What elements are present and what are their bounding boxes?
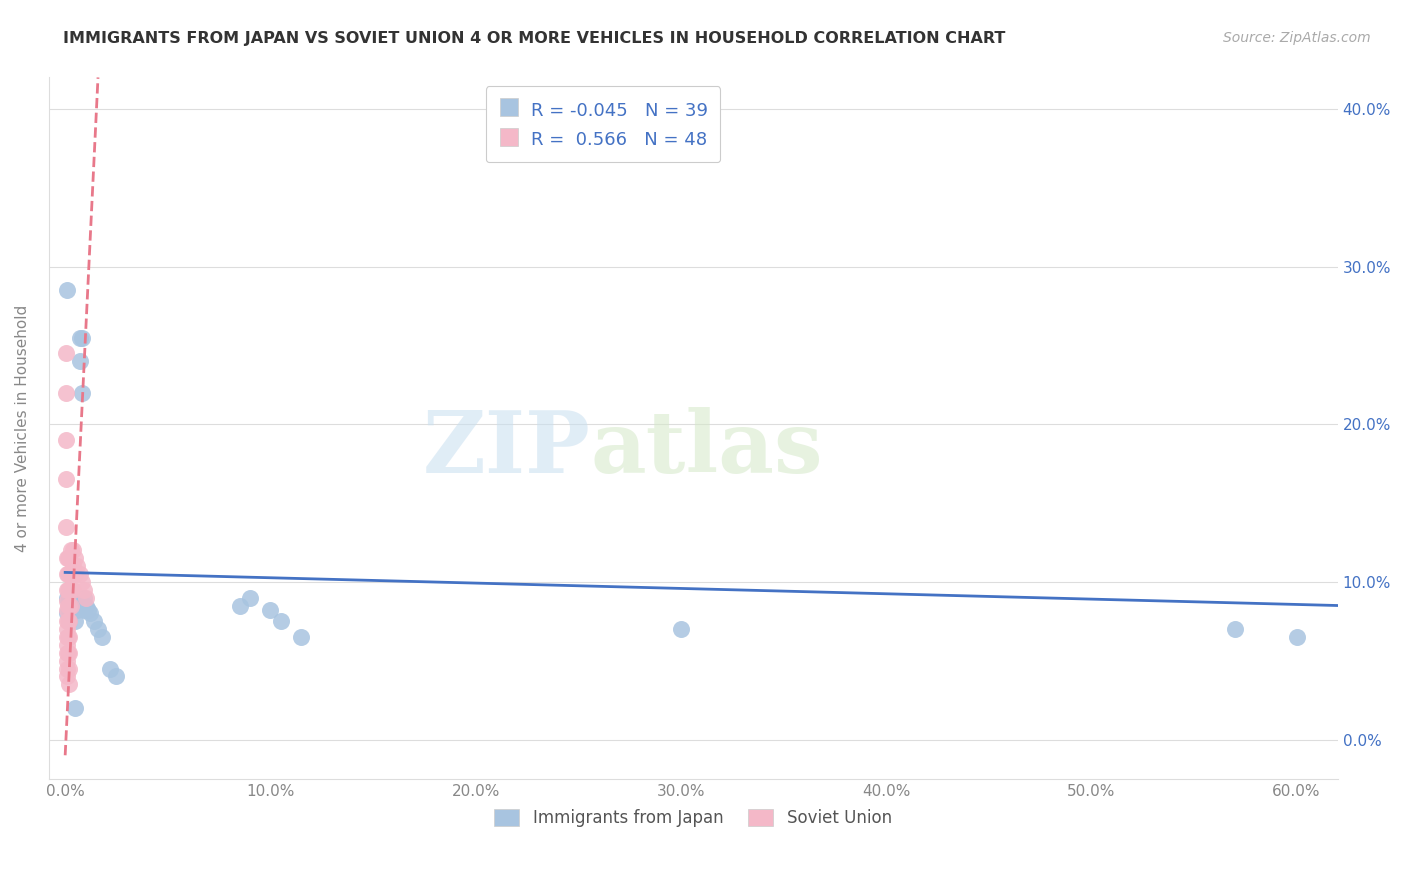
Point — [56, 283, 79, 297]
Point — [56, 594, 79, 608]
Point — [62, 603, 84, 617]
Point — [56, 607, 79, 621]
Point — [60, 582, 83, 597]
Point — [56, 630, 79, 644]
Point — [58, 615, 80, 629]
Point — [91, 630, 114, 644]
Point — [60, 599, 83, 613]
Point — [56, 646, 79, 660]
Point — [60, 566, 83, 581]
Point — [60, 599, 83, 613]
Text: IMMIGRANTS FROM JAPAN VS SOVIET UNION 4 OR MORE VEHICLES IN HOUSEHOLD CORRELATIO: IMMIGRANTS FROM JAPAN VS SOVIET UNION 4 … — [63, 31, 1005, 46]
Point — [55, 385, 77, 400]
Point — [56, 591, 79, 605]
Point — [69, 330, 91, 344]
Point — [56, 638, 79, 652]
Point — [75, 599, 97, 613]
Point — [56, 654, 79, 668]
Point — [58, 551, 80, 566]
Point — [65, 551, 87, 566]
Point — [669, 622, 692, 636]
Point — [55, 519, 77, 533]
Point — [62, 582, 84, 597]
Point — [69, 354, 91, 368]
Point — [72, 582, 94, 597]
Point — [79, 607, 101, 621]
Point — [56, 566, 79, 581]
Point — [58, 615, 80, 629]
Point — [98, 662, 121, 676]
Point — [65, 615, 87, 629]
Point — [56, 662, 79, 676]
Point — [270, 615, 292, 629]
Point — [58, 662, 80, 676]
Point — [72, 603, 94, 617]
Y-axis label: 4 or more Vehicles in Household: 4 or more Vehicles in Household — [15, 304, 30, 552]
Point — [58, 566, 80, 581]
Point — [56, 551, 79, 566]
Point — [62, 591, 84, 605]
Point — [56, 582, 79, 597]
Point — [239, 591, 262, 605]
Point — [56, 603, 79, 617]
Point — [56, 615, 79, 629]
Point — [58, 646, 80, 660]
Point — [58, 591, 80, 605]
Point — [76, 603, 98, 617]
Point — [58, 551, 80, 566]
Point — [65, 599, 87, 613]
Text: Source: ZipAtlas.com: Source: ZipAtlas.com — [1223, 31, 1371, 45]
Point — [87, 622, 110, 636]
Point — [58, 677, 80, 691]
Point — [58, 646, 80, 660]
Point — [58, 582, 80, 597]
Point — [62, 559, 84, 574]
Point — [58, 599, 80, 613]
Point — [55, 472, 77, 486]
Legend: Immigrants from Japan, Soviet Union: Immigrants from Japan, Soviet Union — [488, 802, 898, 834]
Point — [65, 591, 87, 605]
Point — [66, 559, 89, 574]
Point — [58, 599, 80, 613]
Point — [66, 603, 89, 617]
Point — [58, 582, 80, 597]
Text: ZIP: ZIP — [422, 408, 591, 491]
Point — [58, 630, 80, 644]
Point — [60, 607, 83, 621]
Point — [1285, 630, 1308, 644]
Point — [66, 591, 89, 605]
Text: atlas: atlas — [591, 408, 823, 491]
Point — [70, 330, 93, 344]
Point — [83, 615, 105, 629]
Point — [290, 630, 312, 644]
Point — [1223, 622, 1246, 636]
Point — [58, 630, 80, 644]
Point — [58, 603, 80, 617]
Point — [65, 566, 87, 581]
Point — [60, 543, 83, 558]
Point — [60, 591, 83, 605]
Point — [56, 669, 79, 683]
Point — [55, 433, 77, 447]
Point — [72, 591, 94, 605]
Point — [70, 385, 93, 400]
Point — [228, 599, 250, 613]
Point — [65, 701, 87, 715]
Point — [55, 346, 77, 360]
Point — [69, 566, 91, 581]
Point — [105, 669, 128, 683]
Point — [56, 622, 79, 636]
Point — [58, 615, 80, 629]
Point — [75, 591, 97, 605]
Point — [259, 603, 281, 617]
Point — [70, 574, 93, 589]
Point — [58, 566, 80, 581]
Point — [62, 543, 84, 558]
